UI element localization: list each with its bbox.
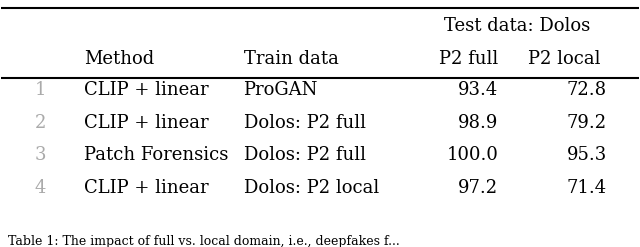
Text: 79.2: 79.2 xyxy=(566,114,607,132)
Text: 1: 1 xyxy=(35,81,46,99)
Text: Train data: Train data xyxy=(244,50,339,68)
Text: Dolos: P2 full: Dolos: P2 full xyxy=(244,114,365,132)
Text: P2 local: P2 local xyxy=(528,50,600,68)
Text: 3: 3 xyxy=(35,146,46,165)
Text: 100.0: 100.0 xyxy=(447,146,499,165)
Text: Dolos: P2 local: Dolos: P2 local xyxy=(244,179,379,197)
Text: Table 1: The impact of full vs. local domain, i.e., deepfakes f...: Table 1: The impact of full vs. local do… xyxy=(8,235,399,247)
Text: 97.2: 97.2 xyxy=(458,179,499,197)
Text: Patch Forensics: Patch Forensics xyxy=(84,146,228,165)
Text: 2: 2 xyxy=(35,114,46,132)
Text: Dolos: P2 full: Dolos: P2 full xyxy=(244,146,365,165)
Text: CLIP + linear: CLIP + linear xyxy=(84,114,209,132)
Text: 98.9: 98.9 xyxy=(458,114,499,132)
Text: P2 full: P2 full xyxy=(439,50,499,68)
Text: 93.4: 93.4 xyxy=(458,81,499,99)
Text: CLIP + linear: CLIP + linear xyxy=(84,179,209,197)
Text: ProGAN: ProGAN xyxy=(244,81,318,99)
Text: Test data: Dolos: Test data: Dolos xyxy=(444,17,591,35)
Text: Method: Method xyxy=(84,50,154,68)
Text: 72.8: 72.8 xyxy=(566,81,607,99)
Text: CLIP + linear: CLIP + linear xyxy=(84,81,209,99)
Text: 4: 4 xyxy=(35,179,46,197)
Text: 71.4: 71.4 xyxy=(566,179,607,197)
Text: 95.3: 95.3 xyxy=(566,146,607,165)
